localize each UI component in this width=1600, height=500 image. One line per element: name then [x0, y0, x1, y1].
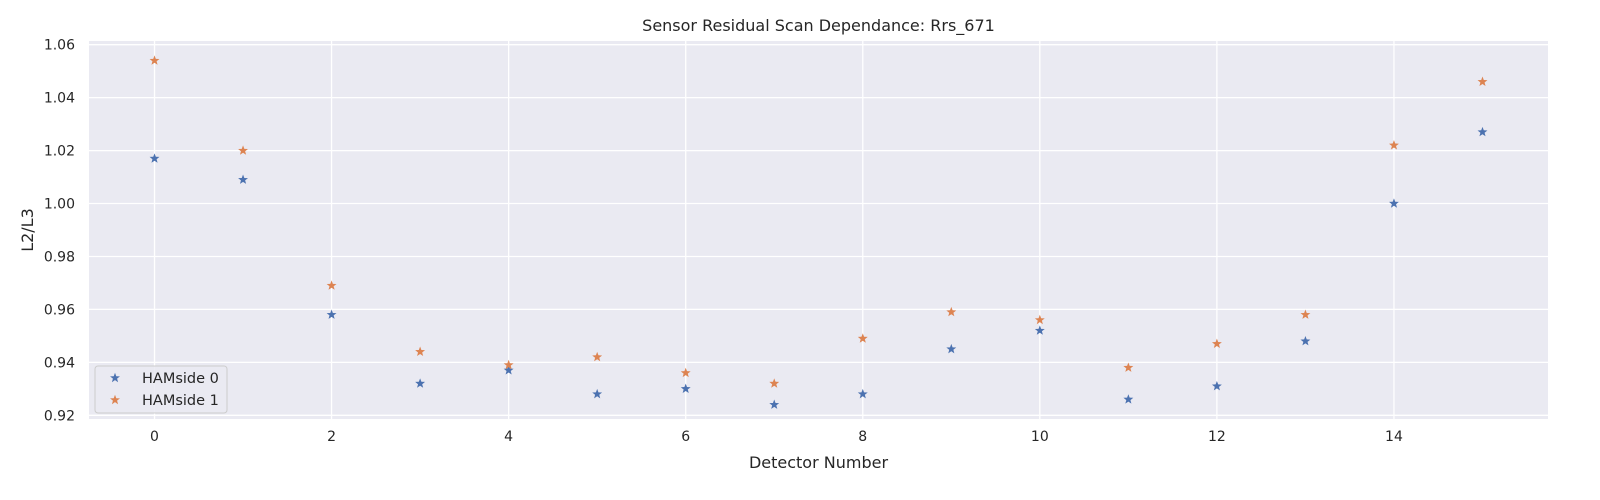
x-tick-label: 6 [681, 429, 690, 445]
y-tick-label: 0.98 [44, 249, 75, 265]
point-hamside-0 [1034, 325, 1045, 335]
point-hamside-0 [1477, 126, 1488, 137]
y-axis-label: L2/L3 [18, 208, 37, 252]
point-hamside-0 [680, 383, 691, 394]
x-axis-label: Detector Number [749, 453, 889, 472]
point-hamside-0 [1123, 394, 1134, 404]
point-hamside-0 [946, 343, 957, 354]
y-tick-label: 0.94 [44, 355, 75, 371]
point-hamside-1 [857, 333, 868, 343]
point-hamside-0 [415, 378, 426, 388]
x-tick-label: 14 [1385, 429, 1403, 445]
legend-marker [110, 372, 120, 383]
point-hamside-0 [1389, 198, 1399, 208]
point-hamside-1 [1034, 314, 1045, 325]
point-hamside-0 [592, 388, 603, 399]
point-hamside-0 [857, 388, 868, 399]
y-tick-label: 1.02 [44, 144, 75, 160]
point-hamside-1 [1300, 309, 1311, 319]
data-points [149, 55, 1488, 409]
point-hamside-0 [149, 153, 160, 163]
point-hamside-1 [1389, 140, 1399, 150]
legend-marker [110, 394, 120, 405]
y-axis-ticks: 0.92 0.94 0.96 0.98 1.00 1.02 1.04 1.06 [44, 38, 75, 425]
point-hamside-1 [1477, 76, 1488, 86]
legend-label: HAMside 1 [142, 393, 219, 409]
legend-label: HAMside 0 [142, 371, 219, 387]
y-tick-label: 0.92 [44, 408, 75, 424]
point-hamside-1 [1123, 362, 1134, 372]
x-tick-label: 0 [150, 429, 159, 445]
point-hamside-1 [149, 55, 160, 65]
point-hamside-0 [769, 399, 780, 409]
point-hamside-0 [1211, 380, 1222, 391]
x-tick-label: 10 [1031, 429, 1049, 445]
point-hamside-0 [1300, 335, 1311, 346]
x-axis-ticks: 0 2 4 6 8 10 12 14 [150, 429, 1403, 445]
point-hamside-1 [238, 145, 248, 155]
legend-box [94, 365, 228, 414]
point-hamside-1 [592, 351, 603, 362]
grid-lines [89, 41, 1548, 419]
point-hamside-1 [769, 378, 780, 388]
x-tick-label: 8 [858, 429, 867, 445]
point-hamside-0 [326, 309, 337, 319]
point-hamside-1 [415, 346, 426, 356]
point-hamside-1 [326, 280, 337, 290]
point-hamside-1 [503, 359, 514, 370]
point-hamside-1 [1211, 338, 1222, 349]
point-hamside-1 [946, 306, 957, 317]
y-tick-label: 1.00 [44, 197, 75, 213]
x-tick-label: 4 [504, 429, 513, 445]
y-tick-label: 0.96 [44, 302, 75, 318]
legend: HAMside 0 HAMside 1 [94, 365, 228, 414]
x-tick-label: 2 [327, 429, 336, 445]
y-tick-label: 1.04 [44, 91, 75, 107]
point-hamside-0 [238, 174, 248, 184]
point-hamside-0 [503, 365, 514, 375]
chart-title: Sensor Residual Scan Dependance: Rrs_671 [642, 16, 995, 36]
y-tick-label: 1.06 [44, 38, 75, 54]
point-hamside-1 [680, 367, 691, 378]
x-tick-label: 12 [1208, 429, 1226, 445]
